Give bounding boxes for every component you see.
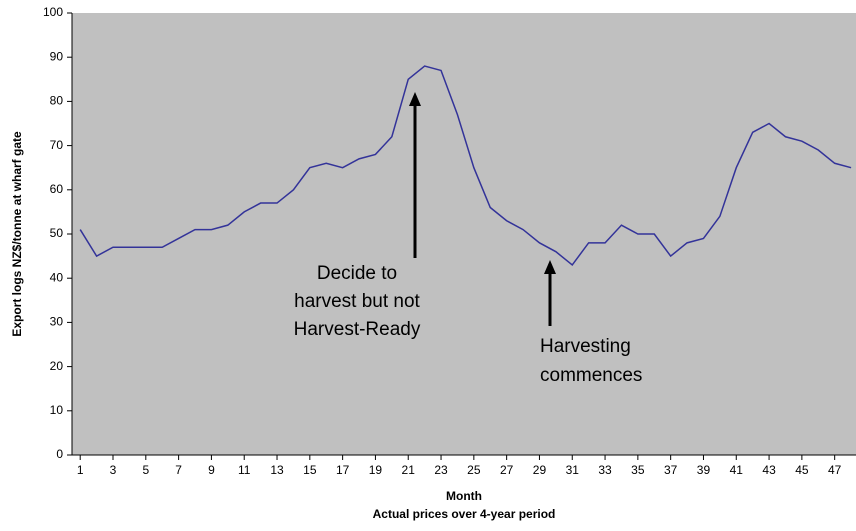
annotation: Decide to	[317, 263, 397, 284]
x-tick-label: 35	[631, 463, 645, 477]
y-tick-label: 60	[50, 182, 64, 196]
y-tick-label: 100	[43, 5, 63, 19]
x-tick-label: 27	[500, 463, 514, 477]
y-axis-title: Export logs NZ$/tonne at wharf gate	[10, 131, 24, 337]
y-tick-label: 90	[50, 49, 64, 63]
x-tick-label: 1	[77, 463, 84, 477]
x-tick-label: 3	[110, 463, 117, 477]
y-tick-label: 30	[50, 315, 64, 329]
x-tick-label: 5	[142, 463, 149, 477]
arrowhead	[544, 260, 556, 274]
x-tick-label: 39	[697, 463, 711, 477]
x-tick-label: 25	[467, 463, 481, 477]
x-tick-label: 23	[434, 463, 448, 477]
arrowhead	[409, 92, 421, 106]
x-tick-label: 45	[795, 463, 809, 477]
y-tick-label: 40	[50, 270, 64, 284]
y-tick-label: 10	[50, 403, 64, 417]
x-tick-label: 33	[598, 463, 612, 477]
annotation: Harvest-Ready	[294, 319, 421, 340]
x-axis-subtitle: Actual prices over 4-year period	[373, 507, 556, 521]
x-tick-label: 31	[566, 463, 580, 477]
y-tick-label: 70	[50, 138, 64, 152]
x-tick-label: 9	[208, 463, 215, 477]
x-tick-label: 29	[533, 463, 547, 477]
x-tick-label: 17	[336, 463, 350, 477]
y-tick-label: 0	[56, 447, 63, 461]
annotation: commences	[540, 365, 642, 386]
x-tick-label: 21	[402, 463, 416, 477]
x-tick-label: 19	[369, 463, 383, 477]
x-tick-label: 37	[664, 463, 678, 477]
x-tick-label: 15	[303, 463, 317, 477]
y-tick-label: 20	[50, 359, 64, 373]
y-tick-label: 50	[50, 226, 64, 240]
x-axis-title: Month	[446, 489, 482, 503]
annotation: harvest but not	[294, 291, 420, 312]
x-tick-label: 13	[270, 463, 284, 477]
annotation: Harvesting	[540, 336, 631, 357]
x-tick-label: 11	[238, 463, 251, 477]
y-tick-label: 80	[50, 94, 64, 108]
x-tick-label: 7	[175, 463, 182, 477]
x-tick-label: 47	[828, 463, 842, 477]
x-tick-label: 41	[730, 463, 744, 477]
line-series	[79, 65, 852, 267]
plot-area	[72, 13, 856, 455]
x-tick-label: 43	[762, 463, 776, 477]
